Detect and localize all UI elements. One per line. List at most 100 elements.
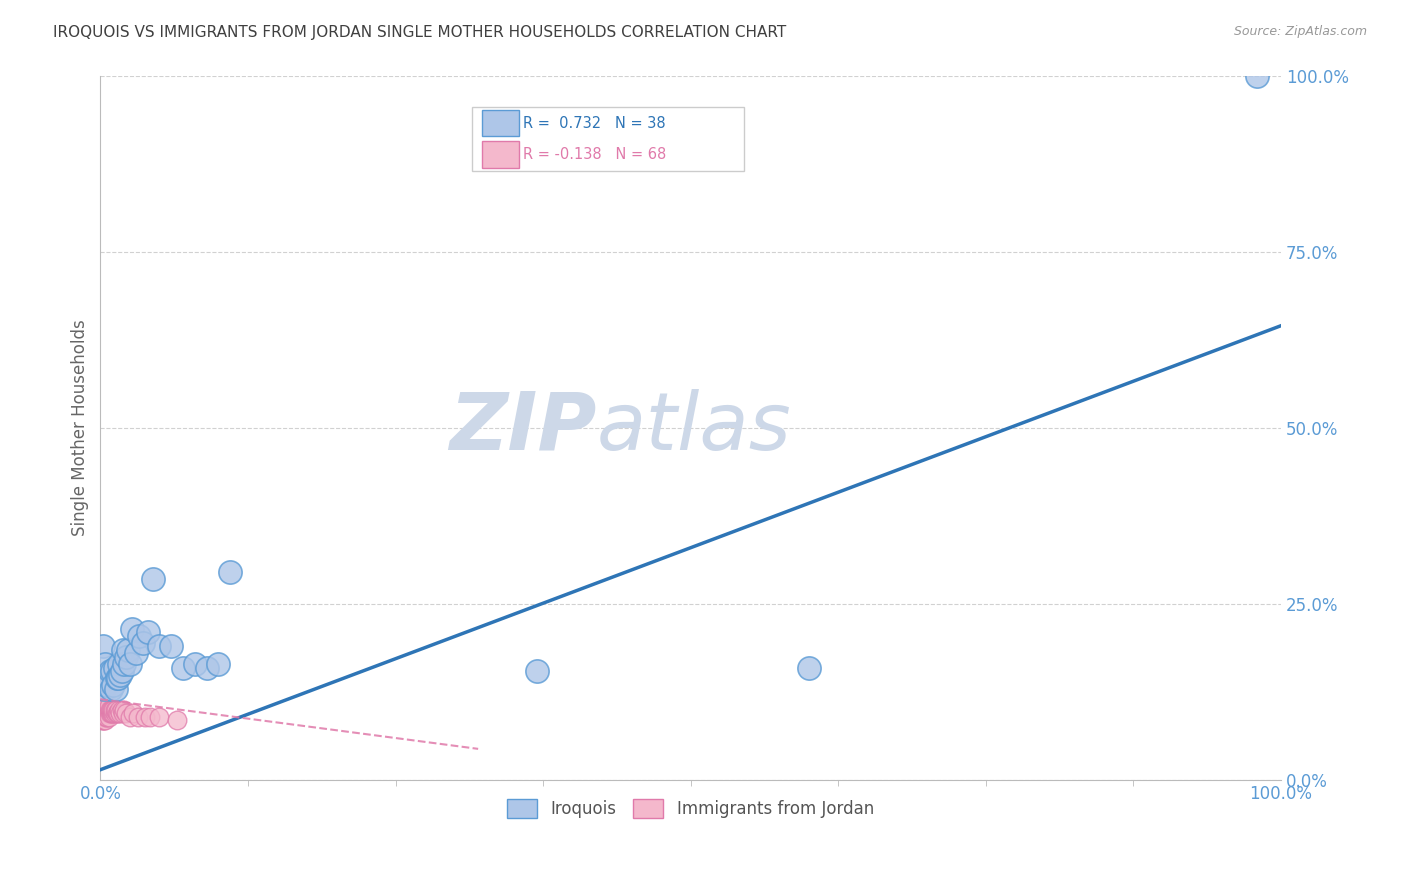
Point: [91, 710, 114, 724]
Point: [101, 703, 124, 717]
Point: [96, 706, 118, 721]
Point: [134, 710, 156, 724]
Point: [160, 640, 183, 654]
Point: [105, 706, 128, 721]
Point: [110, 703, 132, 717]
Point: [118, 657, 141, 671]
Point: [98, 703, 121, 717]
Point: [93, 681, 115, 696]
Point: [172, 660, 194, 674]
Point: [91, 706, 114, 721]
Point: [97, 699, 120, 714]
Point: [94, 696, 117, 710]
Point: [110, 667, 132, 681]
Point: [195, 660, 218, 674]
Point: [142, 573, 165, 587]
Point: [90, 706, 112, 721]
Point: [96, 699, 118, 714]
Point: [97, 674, 120, 689]
Point: [108, 703, 131, 717]
Point: [93, 710, 115, 724]
FancyBboxPatch shape: [482, 142, 519, 169]
Point: [139, 710, 162, 724]
Point: [107, 706, 129, 721]
Point: [118, 710, 141, 724]
Point: [104, 681, 127, 696]
Point: [94, 710, 117, 724]
Point: [105, 671, 128, 685]
Point: [110, 664, 132, 678]
Point: [115, 706, 138, 721]
Point: [90, 703, 112, 717]
Text: ZIP: ZIP: [449, 389, 596, 467]
Point: [132, 636, 155, 650]
Point: [104, 703, 127, 717]
Point: [108, 657, 131, 671]
Point: [91, 703, 114, 717]
Text: atlas: atlas: [596, 389, 792, 467]
Point: [111, 706, 134, 721]
Point: [184, 657, 207, 671]
Point: [93, 703, 115, 717]
Point: [107, 671, 129, 685]
Text: R = -0.138   N = 68: R = -0.138 N = 68: [523, 147, 666, 162]
Point: [115, 650, 138, 665]
Point: [127, 710, 149, 724]
Point: [90, 692, 112, 706]
Point: [96, 671, 118, 685]
Point: [96, 703, 118, 717]
Point: [103, 660, 125, 674]
Point: [103, 706, 125, 721]
Point: [103, 703, 125, 717]
Point: [91, 699, 114, 714]
Point: [91, 696, 114, 710]
FancyBboxPatch shape: [472, 107, 744, 170]
Point: [121, 622, 143, 636]
Text: Source: ZipAtlas.com: Source: ZipAtlas.com: [1233, 25, 1367, 38]
Point: [797, 660, 820, 674]
Point: [207, 657, 229, 671]
Point: [94, 714, 117, 728]
Point: [98, 706, 121, 721]
Point: [93, 706, 115, 721]
Point: [96, 710, 118, 724]
Point: [97, 703, 120, 717]
Legend: Iroquois, Immigrants from Jordan: Iroquois, Immigrants from Jordan: [501, 792, 880, 825]
Point: [1246, 69, 1268, 83]
Y-axis label: Single Mother Households: Single Mother Households: [72, 319, 89, 536]
Point: [91, 706, 114, 721]
Point: [125, 647, 148, 661]
Point: [90, 696, 112, 710]
Point: [91, 640, 114, 654]
Point: [111, 643, 134, 657]
Point: [90, 710, 112, 724]
Point: [100, 703, 122, 717]
Point: [90, 699, 112, 714]
Point: [96, 699, 118, 714]
Point: [96, 703, 118, 717]
Point: [91, 692, 114, 706]
Point: [97, 706, 120, 721]
Point: [94, 703, 117, 717]
Point: [103, 678, 125, 692]
Point: [90, 714, 112, 728]
Point: [96, 706, 118, 721]
Point: [100, 681, 122, 696]
Point: [122, 706, 145, 721]
Point: [112, 703, 135, 717]
Point: [94, 657, 117, 671]
Point: [96, 710, 118, 724]
Point: [117, 643, 139, 657]
Point: [101, 706, 124, 721]
Point: [112, 657, 135, 671]
Text: R =  0.732   N = 38: R = 0.732 N = 38: [523, 116, 665, 130]
Point: [97, 710, 120, 724]
Point: [93, 699, 115, 714]
Point: [91, 714, 114, 728]
Point: [526, 664, 548, 678]
Point: [103, 703, 125, 717]
Point: [103, 706, 125, 721]
Point: [110, 706, 132, 721]
Point: [101, 664, 124, 678]
Point: [128, 629, 150, 643]
